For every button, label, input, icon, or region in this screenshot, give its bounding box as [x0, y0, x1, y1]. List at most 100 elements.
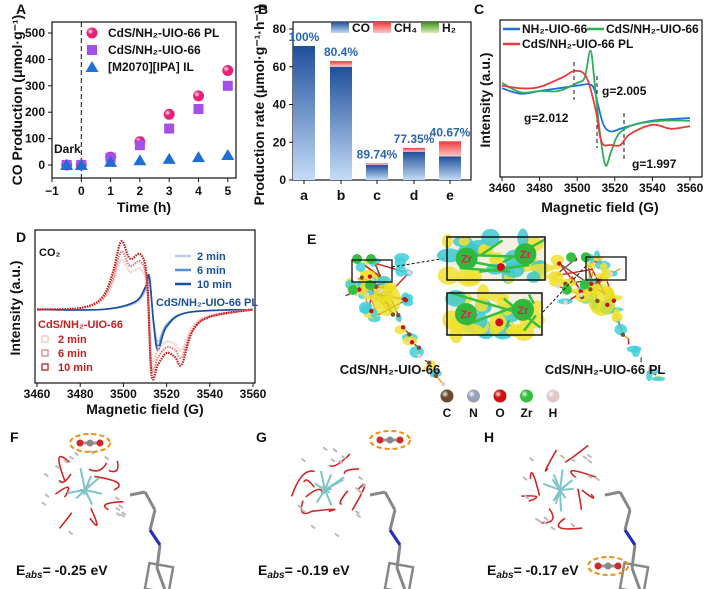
cds-nh2-uio66-pl-structure: [541, 250, 666, 382]
charge-isosurface: [526, 271, 541, 283]
zr-atom: [455, 303, 477, 325]
zr-atom: [512, 298, 534, 321]
h-bond: [115, 506, 121, 512]
panel-label-g: G: [256, 429, 267, 445]
y-tick-label: 400: [25, 52, 45, 66]
charge-isosurface: [394, 252, 410, 263]
h-bond: [594, 476, 600, 482]
bond: [505, 319, 511, 328]
y-tick-label: 100: [25, 132, 45, 146]
h-bond: [354, 509, 360, 515]
co2-oxygen: [594, 562, 602, 570]
legend-label-cds: CdS/NH₂-UIO-66: [108, 43, 201, 57]
linker-bond: [339, 490, 349, 505]
charge-isosurface: [631, 345, 641, 358]
zr-label: Zr: [520, 249, 532, 261]
h-bond: [54, 464, 61, 470]
plot-frame: [51, 21, 237, 179]
atom-legend-label: N: [469, 406, 478, 420]
zr-bond: [559, 487, 574, 491]
zr-label: Zr: [461, 254, 473, 266]
o-atom: [496, 263, 505, 272]
h-bond: [570, 457, 576, 463]
h-bond: [68, 530, 74, 536]
atom: [579, 292, 584, 297]
linker-bond: [329, 453, 351, 467]
bond: [479, 239, 504, 257]
panel-label-h: H: [484, 429, 494, 445]
charge-isosurface: [355, 262, 366, 273]
atom: [433, 373, 439, 379]
bar-b-CH₄: [330, 61, 352, 67]
eabs-h-label: Eabs= -0.17 eV: [487, 562, 579, 581]
legend-label: 2 min: [197, 251, 226, 263]
atom: [396, 312, 401, 318]
h-bond: [322, 446, 328, 452]
atom: [400, 325, 406, 330]
atom: [359, 275, 364, 280]
h-bond: [310, 524, 316, 530]
x-tick-label: 3540: [196, 387, 223, 401]
linker-bond: [343, 468, 360, 475]
epr-line-10 min: [36, 273, 254, 351]
linker-bond: [103, 500, 124, 511]
h-bond: [582, 455, 588, 460]
atom: [356, 287, 362, 292]
x-tick-label: 3560: [677, 181, 704, 195]
atom-legend-shine: [493, 389, 507, 403]
bar-data-label: 89.74%: [357, 147, 398, 161]
bar-b-CO: [330, 66, 352, 180]
benzene-ring: [618, 561, 650, 589]
h-bond: [89, 450, 95, 455]
co2-oxygen: [76, 439, 84, 447]
co2-oxygen: [396, 436, 404, 444]
eabs-f-label: Eabs= -0.25 eV: [16, 562, 108, 581]
zoom-connector: [541, 265, 587, 314]
bar-e-CO: [439, 156, 461, 180]
h-bond: [41, 501, 47, 507]
carbon-bond: [604, 490, 621, 497]
zr-bond: [324, 489, 333, 506]
linker-bond: [54, 486, 70, 498]
plot-frame: [34, 229, 256, 384]
charge-isosurface: [530, 263, 556, 273]
x-tick-label: 3480: [67, 387, 94, 401]
x-tick-label: 3500: [110, 387, 137, 401]
y-tick-label: 60: [273, 60, 287, 74]
zr-atom: [366, 254, 376, 264]
atom: [416, 345, 422, 350]
legend-label-pl: CdS/NH₂-UIO-66 PL: [522, 37, 633, 51]
zr-bond: [79, 467, 86, 491]
atom: [369, 308, 374, 314]
atom: [578, 289, 583, 294]
charge-isosurface: [461, 323, 484, 336]
charge-isosurface: [456, 267, 482, 287]
legend-label: 10 min: [197, 279, 232, 291]
legend-marker: [41, 363, 49, 371]
charge-isosurface: [437, 266, 460, 285]
linker-bond: [303, 479, 315, 488]
atom-legend-shine: [546, 389, 560, 403]
zr-atom: [514, 243, 537, 266]
atom: [407, 332, 412, 337]
h-bond: [522, 476, 528, 481]
legend-label-cds: CdS/NH₂-UIO-66: [606, 22, 699, 36]
atom-legend-shine: [440, 389, 454, 403]
h-bond: [119, 513, 126, 518]
carbon-bond: [388, 509, 397, 531]
charge-isosurface: [645, 370, 653, 382]
atom: [441, 381, 446, 387]
data-point: [222, 80, 233, 91]
carbon-bond: [148, 509, 157, 531]
data-point: [192, 151, 205, 163]
x-tick-label: 3520: [153, 387, 180, 401]
h-bond: [104, 455, 110, 461]
atom-legend-shine: [520, 389, 533, 403]
charge-isosurface: [503, 262, 525, 278]
charge-isosurface: [358, 301, 373, 313]
h-bond: [297, 504, 303, 509]
y-tick-label: 500: [25, 26, 45, 40]
plot-frame: [499, 19, 703, 178]
linker-bond: [108, 460, 119, 473]
